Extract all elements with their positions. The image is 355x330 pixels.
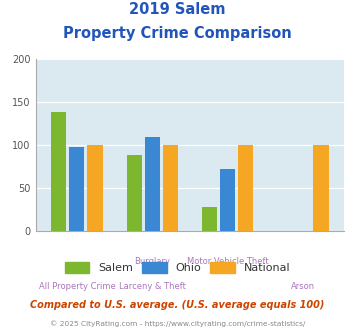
Legend: Salem, Ohio, National: Salem, Ohio, National [65,262,290,273]
Text: Burglary: Burglary [134,257,170,266]
Bar [238,145,253,231]
Bar [163,145,178,231]
Bar [51,112,66,231]
Text: Motor Vehicle Theft: Motor Vehicle Theft [187,257,268,266]
Text: © 2025 CityRating.com - https://www.cityrating.com/crime-statistics/: © 2025 CityRating.com - https://www.city… [50,321,305,327]
Bar [69,147,84,231]
Text: Property Crime Comparison: Property Crime Comparison [63,26,292,41]
Text: 2019 Salem: 2019 Salem [129,2,226,16]
Text: All Property Crime: All Property Crime [39,282,115,291]
Bar [220,169,235,231]
Text: Larceny & Theft: Larceny & Theft [119,282,186,291]
Bar [313,145,328,231]
Bar [145,137,160,231]
Bar [87,145,103,231]
Text: Compared to U.S. average. (U.S. average equals 100): Compared to U.S. average. (U.S. average … [30,300,325,310]
Bar [202,207,217,231]
Text: Arson: Arson [291,282,315,291]
Bar [127,155,142,231]
